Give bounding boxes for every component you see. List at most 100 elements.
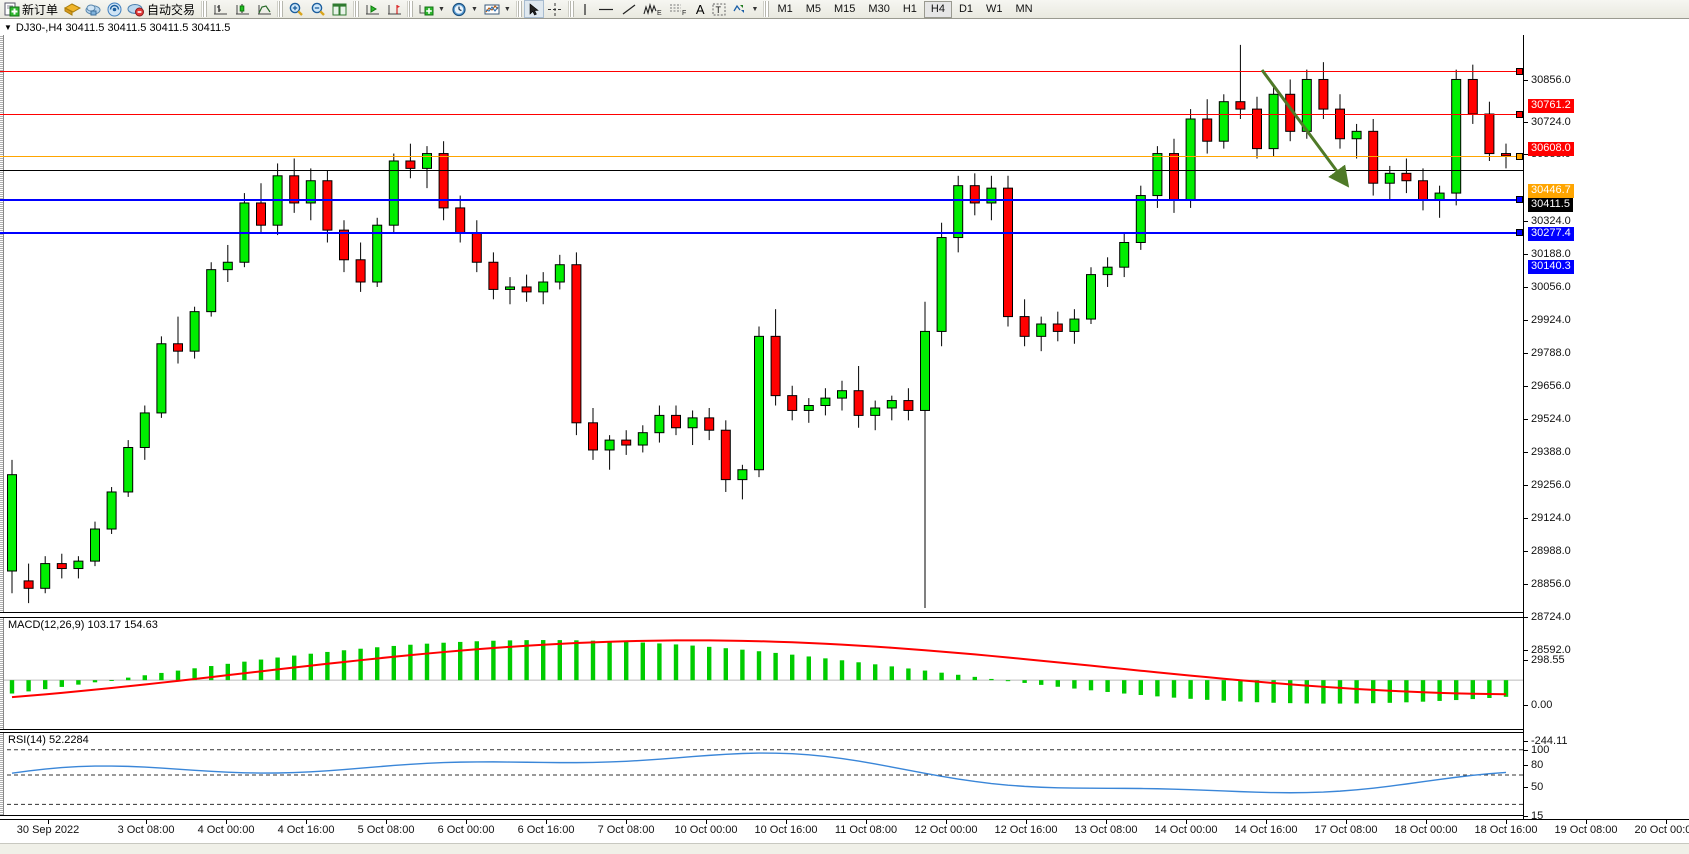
add-indicator-button[interactable] bbox=[415, 0, 437, 18]
collapse-triangle-icon[interactable]: ▼ bbox=[4, 23, 12, 32]
signals-button[interactable] bbox=[104, 0, 125, 18]
objects-list-dropdown-arrow[interactable]: ▼ bbox=[751, 5, 759, 13]
pivot-level-tag[interactable]: 30446.7 bbox=[1528, 184, 1574, 198]
macd-panel[interactable]: MACD(12,26,9) 103.17 154.63 bbox=[0, 617, 1523, 730]
text-label-icon: T bbox=[711, 2, 727, 17]
elliott-wave-button[interactable]: E bbox=[640, 0, 666, 18]
macd-histogram-bar bbox=[1321, 680, 1326, 704]
candle-body bbox=[1318, 78, 1329, 110]
text-button[interactable]: A bbox=[692, 0, 709, 18]
price-panel[interactable] bbox=[0, 35, 1523, 613]
support-level-1-tag[interactable]: 30277.4 bbox=[1528, 227, 1574, 241]
resistance-handle-1[interactable] bbox=[1516, 68, 1523, 75]
down-trend-arrow[interactable] bbox=[1250, 60, 1370, 200]
candle-body bbox=[969, 185, 980, 204]
text-label-button[interactable]: T bbox=[709, 0, 729, 18]
timeframe-h1[interactable]: H1 bbox=[902, 3, 917, 15]
candle-body bbox=[1484, 113, 1495, 155]
bar-chart-button[interactable] bbox=[209, 0, 231, 18]
templates-dropdown-arrow[interactable]: ▼ bbox=[503, 5, 511, 13]
time-axis-label: 20 Oct 00:00 bbox=[1634, 824, 1689, 836]
elliott-wave-icon: E bbox=[642, 2, 664, 17]
time-axis-label: 14 Oct 16:00 bbox=[1234, 824, 1298, 836]
timeframe-d1[interactable]: D1 bbox=[958, 3, 974, 15]
rsi-panel-scroll-marker bbox=[0, 733, 4, 815]
timeframe-m1[interactable]: M1 bbox=[777, 3, 793, 15]
macd-histogram-bar bbox=[1354, 680, 1359, 704]
support-handle-2[interactable] bbox=[1516, 229, 1523, 236]
support-line-1[interactable] bbox=[0, 199, 1523, 201]
macd-histogram-bar bbox=[76, 680, 81, 685]
time-axis-label: 10 Oct 00:00 bbox=[674, 824, 738, 836]
pivot-line[interactable] bbox=[0, 156, 1523, 157]
macd-histogram-bar bbox=[142, 675, 147, 681]
timeframe-m30[interactable]: M30 bbox=[868, 3, 890, 15]
templates-button[interactable] bbox=[481, 0, 503, 18]
axis-tick bbox=[1524, 485, 1528, 486]
add-indicator-dropdown-arrow[interactable]: ▼ bbox=[438, 5, 445, 13]
macd-histogram-bar bbox=[391, 645, 396, 681]
timeframe-w1[interactable]: W1 bbox=[986, 3, 1003, 15]
support-handle-1[interactable] bbox=[1516, 196, 1523, 203]
candle-body bbox=[488, 261, 499, 290]
axis-label: 29388.0 bbox=[1531, 446, 1571, 458]
time-axis-label: 6 Oct 16:00 bbox=[517, 824, 575, 836]
resistance-level-2-tag[interactable]: 30608.0 bbox=[1528, 142, 1574, 156]
objects-list-button[interactable] bbox=[729, 0, 751, 18]
resistance-line-2[interactable] bbox=[0, 114, 1523, 115]
toolbar-separator bbox=[567, 1, 574, 17]
time-axis-label: 4 Oct 16:00 bbox=[277, 824, 335, 836]
period-button[interactable] bbox=[448, 0, 470, 18]
vertical-line-button[interactable] bbox=[576, 0, 594, 18]
last-price-tag[interactable]: 30411.5 bbox=[1528, 198, 1573, 212]
candle-body bbox=[1185, 118, 1196, 201]
macd-histogram-bar bbox=[424, 643, 430, 681]
macd-histogram-bar bbox=[1122, 680, 1127, 694]
macd-chart bbox=[0, 639, 1523, 704]
rsi-panel[interactable]: RSI(14) 52.2284 bbox=[0, 732, 1523, 816]
cursor-icon bbox=[527, 2, 541, 17]
trendline-button[interactable] bbox=[618, 0, 640, 18]
zoom-in-button[interactable] bbox=[285, 0, 307, 18]
period-dropdown-arrow[interactable]: ▼ bbox=[470, 5, 478, 13]
horizontal-line-button[interactable] bbox=[594, 0, 618, 18]
candlestick-chart-button[interactable] bbox=[231, 0, 253, 18]
axis-tick bbox=[1524, 750, 1528, 751]
cursor-button[interactable] bbox=[523, 0, 544, 18]
line-chart-icon bbox=[255, 2, 273, 17]
crosshair-button[interactable] bbox=[544, 0, 566, 18]
autotrade-button[interactable]: 自动交易 bbox=[125, 0, 199, 18]
candle-body bbox=[23, 580, 34, 589]
timeframe-mn[interactable]: MN bbox=[1015, 3, 1033, 15]
support-level-2-tag[interactable]: 30140.3 bbox=[1528, 260, 1574, 274]
axis-label: 29924.0 bbox=[1531, 314, 1571, 326]
resistance-level-1-tag[interactable]: 30761.2 bbox=[1528, 99, 1574, 113]
axis-tick bbox=[1524, 154, 1528, 155]
line-chart-button[interactable] bbox=[253, 0, 275, 18]
zoom-out-button[interactable] bbox=[307, 0, 329, 18]
market-book-button[interactable] bbox=[62, 0, 83, 18]
tile-windows-button[interactable] bbox=[329, 0, 351, 18]
chart-shift-button[interactable] bbox=[361, 0, 383, 18]
timeframe-h4[interactable]: H4 bbox=[923, 0, 952, 18]
support-line-2[interactable] bbox=[0, 232, 1523, 234]
macd-histogram-bar bbox=[1288, 680, 1293, 704]
timeframe-m5[interactable]: M5 bbox=[805, 3, 822, 15]
macd-histogram-bar bbox=[574, 640, 579, 681]
resistance-line-1[interactable] bbox=[0, 71, 1523, 72]
timeframe-m15[interactable]: M15 bbox=[834, 3, 856, 15]
fibonacci-button[interactable]: F bbox=[666, 0, 692, 18]
macd-histogram-bar bbox=[325, 651, 330, 681]
chart-canvas-area[interactable]: MACD(12,26,9) 103.17 154.63 RSI(14) 52.2… bbox=[0, 35, 1689, 833]
macd-histogram-bar bbox=[1337, 680, 1343, 704]
text-icon: A bbox=[695, 1, 705, 17]
pivot-handle[interactable] bbox=[1516, 153, 1523, 160]
auto-scroll-button[interactable] bbox=[383, 0, 405, 18]
history-center-button[interactable] bbox=[83, 0, 104, 18]
price-axis[interactable]: 30856.030724.030588.030324.030188.030056… bbox=[1523, 35, 1689, 833]
axis-tick bbox=[1524, 221, 1528, 222]
macd-histogram-bar bbox=[126, 677, 131, 681]
new-order-button[interactable]: 新订单 bbox=[2, 0, 62, 18]
resistance-handle-2[interactable] bbox=[1516, 111, 1523, 118]
chart-ohlc-label: DJ30-,H4 30411.5 30411.5 30411.5 30411.5 bbox=[15, 21, 231, 34]
